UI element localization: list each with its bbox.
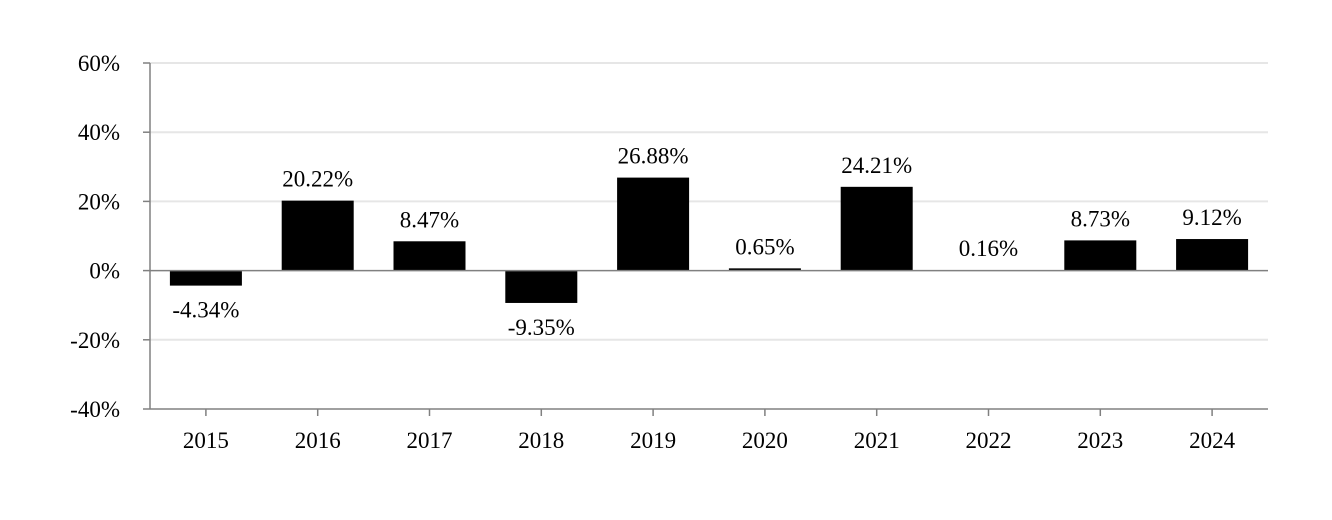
x-tick-label-2015: 2015 <box>183 428 229 453</box>
y-tick-label: 40% <box>78 120 120 145</box>
y-tick-label: 0% <box>89 259 120 284</box>
data-label-2020: 0.65% <box>735 234 794 259</box>
x-tick-label-2017: 2017 <box>407 428 453 453</box>
bar-2016 <box>281 200 354 271</box>
bar-2021 <box>840 186 913 271</box>
data-label-2018: -9.35% <box>508 315 575 340</box>
bar-2020 <box>728 268 801 271</box>
bars <box>169 177 1249 303</box>
x-tick-label-2022: 2022 <box>966 428 1012 453</box>
axes <box>143 62 1268 416</box>
data-label-2021: 24.21% <box>841 153 912 178</box>
bar-2017 <box>393 241 466 271</box>
y-tick-label: 20% <box>78 189 120 214</box>
x-tick-label-2020: 2020 <box>742 428 788 453</box>
data-label-2022: 0.16% <box>959 236 1018 261</box>
labels: 60% 40% 20% 0% -20% -40% -4.34% 2015 20.22% 2016 8… <box>70 51 1242 453</box>
x-tick-label-2016: 2016 <box>295 428 341 453</box>
data-label-2019: 26.88% <box>618 144 689 169</box>
x-tick-label-2018: 2018 <box>518 428 564 453</box>
x-tick-label-2023: 2023 <box>1077 428 1123 453</box>
x-tick-label-2021: 2021 <box>854 428 900 453</box>
y-tick-label: 60% <box>78 51 120 76</box>
bar-2023 <box>1064 240 1137 271</box>
x-tick-label-2019: 2019 <box>630 428 676 453</box>
x-tick-label-2024: 2024 <box>1189 428 1236 453</box>
bar-2015 <box>169 270 242 286</box>
bar-2019 <box>617 177 690 271</box>
bar-2024 <box>1176 239 1249 271</box>
y-tick-label: -20% <box>70 328 120 353</box>
data-label-2017: 8.47% <box>400 207 459 232</box>
data-label-2016: 20.22% <box>282 167 353 192</box>
data-label-2015: -4.34% <box>172 298 239 323</box>
bar-2018 <box>505 270 578 303</box>
y-tick-label: -40% <box>70 397 120 422</box>
data-label-2023: 8.73% <box>1071 206 1130 231</box>
data-label-2024: 9.12% <box>1182 205 1241 230</box>
